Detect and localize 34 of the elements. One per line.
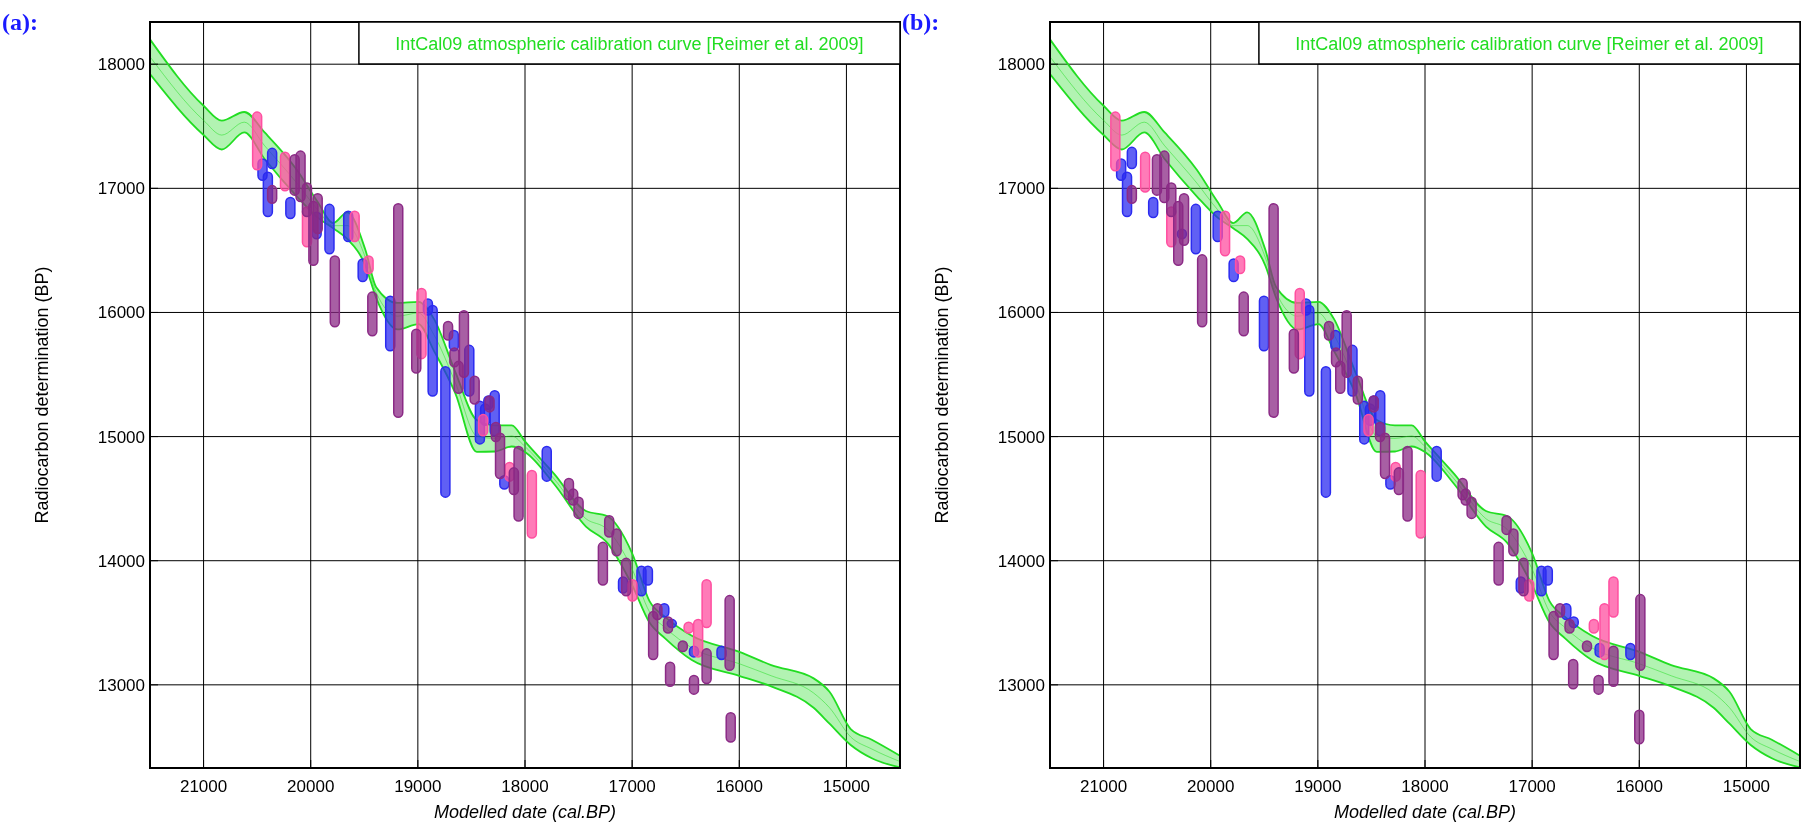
text: IntCal09 atmospheric calibration curve [Reimer et al. 2009] [1295, 34, 1764, 54]
y-tick-label: 15000 [97, 427, 145, 447]
x-tick-label: 19000 [394, 777, 442, 796]
x-tick-label: 17000 [608, 777, 656, 796]
x-axis-title: Modelled date (cal.BP) [433, 802, 617, 822]
y-tick-label: 15000 [997, 427, 1045, 447]
y-tick-label: 13000 [997, 675, 1045, 695]
y-tick-label: 17000 [997, 179, 1045, 199]
y-tick-label: 14000 [997, 551, 1045, 571]
x-tick-label: 21000 [1079, 777, 1128, 796]
x-axis-title: Modelled date (cal.BP) [1333, 802, 1517, 822]
x-tick-label: 16000 [1615, 777, 1663, 796]
x-tick-label: 16000 [715, 777, 763, 796]
x-tick-label: 18000 [501, 777, 549, 796]
text: IntCal09 atmospheric calibration curve [Reimer et al. 2009] [395, 34, 864, 54]
x-tick-label: 15000 [1722, 777, 1771, 796]
y-tick-label: 16000 [97, 303, 145, 323]
y-tick-label: 17000 [97, 179, 145, 199]
x-tick-label: 18000 [1401, 777, 1449, 796]
y-tick-label: 13000 [97, 675, 145, 695]
y-axis-title: Radiocarbon determination (BP) [32, 266, 52, 524]
chart-title: (b): [902, 9, 940, 35]
x-tick-label: 20000 [287, 777, 335, 796]
x-tick-label: 15000 [822, 777, 871, 796]
x-tick-label: 21000 [179, 777, 228, 796]
x-tick-label: 17000 [1508, 777, 1556, 796]
chart-title: (a): [2, 9, 38, 35]
y-axis-title: Radiocarbon determination (BP) [932, 266, 952, 524]
x-tick-label: 20000 [1187, 777, 1235, 796]
y-tick-label: 18000 [997, 55, 1045, 75]
y-tick-label: 14000 [97, 551, 145, 571]
y-tick-label: 16000 [997, 303, 1045, 323]
y-tick-label: 18000 [97, 55, 145, 75]
x-tick-label: 19000 [1294, 777, 1342, 796]
